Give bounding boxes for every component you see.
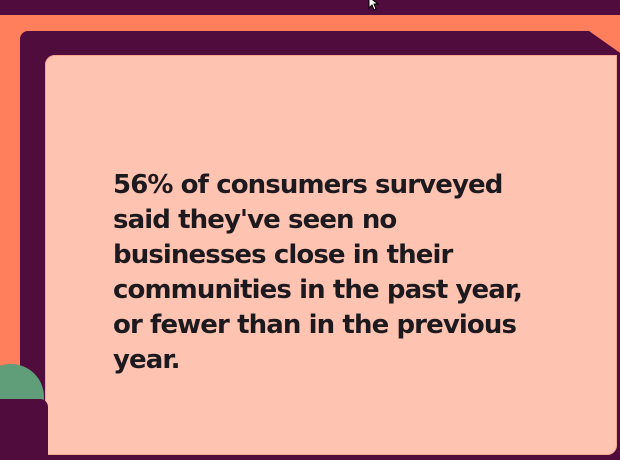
card-corner-notch xyxy=(589,31,620,55)
stat-statement: 56% of consumers surveyed said they've s… xyxy=(113,170,523,375)
stat-card xyxy=(45,55,617,455)
top-banner-strip xyxy=(0,0,620,15)
mouse-pointer-icon xyxy=(368,0,380,11)
decorative-dark-block xyxy=(0,399,48,460)
